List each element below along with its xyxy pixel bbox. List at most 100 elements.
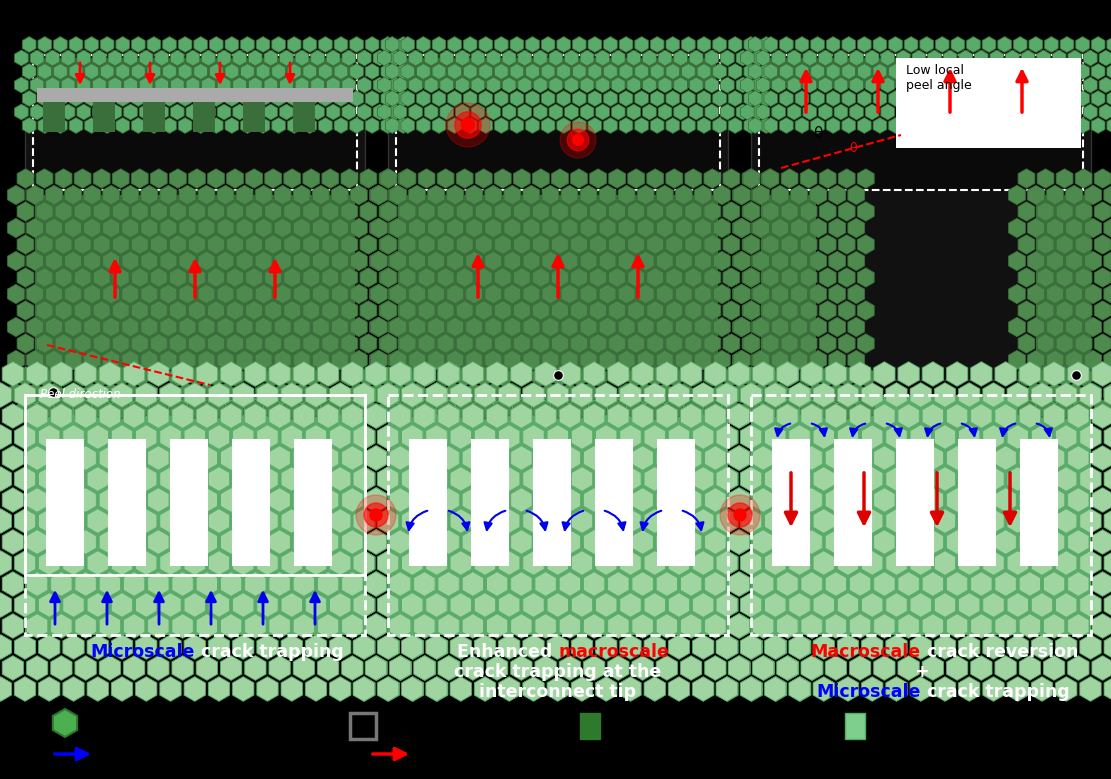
Polygon shape xyxy=(713,284,730,304)
Polygon shape xyxy=(379,367,396,386)
Polygon shape xyxy=(761,202,778,221)
Polygon shape xyxy=(227,202,243,221)
Polygon shape xyxy=(1065,317,1082,337)
Polygon shape xyxy=(549,77,563,93)
Polygon shape xyxy=(288,37,301,52)
Polygon shape xyxy=(148,446,169,471)
Polygon shape xyxy=(457,169,473,189)
Polygon shape xyxy=(571,301,588,320)
Polygon shape xyxy=(264,400,281,419)
Polygon shape xyxy=(694,351,711,370)
Polygon shape xyxy=(402,677,423,701)
Polygon shape xyxy=(424,104,438,120)
Polygon shape xyxy=(760,37,773,52)
Polygon shape xyxy=(634,90,649,107)
Polygon shape xyxy=(704,404,725,428)
Polygon shape xyxy=(318,656,339,680)
Polygon shape xyxy=(401,118,414,133)
Polygon shape xyxy=(319,64,332,79)
Polygon shape xyxy=(466,252,482,270)
Polygon shape xyxy=(858,169,874,189)
Polygon shape xyxy=(246,234,262,254)
Polygon shape xyxy=(160,383,177,403)
Polygon shape xyxy=(281,551,302,576)
Polygon shape xyxy=(256,218,272,238)
Polygon shape xyxy=(450,677,471,701)
Polygon shape xyxy=(246,400,262,419)
Polygon shape xyxy=(951,64,964,79)
Polygon shape xyxy=(647,202,663,221)
Polygon shape xyxy=(64,284,81,304)
Polygon shape xyxy=(303,234,320,254)
Polygon shape xyxy=(409,104,422,120)
Polygon shape xyxy=(1031,593,1052,617)
Polygon shape xyxy=(752,284,770,304)
Polygon shape xyxy=(389,50,402,66)
Polygon shape xyxy=(466,383,482,403)
Polygon shape xyxy=(386,118,399,133)
Polygon shape xyxy=(802,446,823,471)
Polygon shape xyxy=(30,104,43,120)
Polygon shape xyxy=(1044,90,1059,107)
Polygon shape xyxy=(184,551,206,576)
Polygon shape xyxy=(342,404,363,428)
Polygon shape xyxy=(393,77,407,93)
Polygon shape xyxy=(790,425,811,449)
Polygon shape xyxy=(148,656,169,680)
Polygon shape xyxy=(389,218,406,238)
Polygon shape xyxy=(618,185,635,205)
Polygon shape xyxy=(1019,446,1041,471)
Polygon shape xyxy=(665,268,682,287)
Polygon shape xyxy=(398,268,414,287)
Polygon shape xyxy=(494,234,511,254)
Polygon shape xyxy=(571,509,592,534)
Polygon shape xyxy=(378,593,399,617)
Bar xyxy=(895,58,1081,148)
Polygon shape xyxy=(692,635,714,659)
Polygon shape xyxy=(418,334,436,353)
Polygon shape xyxy=(749,118,762,133)
Polygon shape xyxy=(1005,104,1019,120)
Bar xyxy=(398,195,718,370)
Polygon shape xyxy=(644,509,665,534)
Polygon shape xyxy=(959,635,980,659)
Polygon shape xyxy=(311,77,324,93)
Polygon shape xyxy=(53,64,68,79)
Polygon shape xyxy=(910,635,931,659)
Polygon shape xyxy=(499,382,520,407)
Polygon shape xyxy=(269,446,290,471)
Polygon shape xyxy=(657,530,678,555)
Polygon shape xyxy=(541,118,556,133)
Polygon shape xyxy=(87,382,109,407)
Polygon shape xyxy=(427,509,448,534)
Circle shape xyxy=(370,509,382,521)
Polygon shape xyxy=(789,425,810,449)
Polygon shape xyxy=(417,90,430,107)
Polygon shape xyxy=(438,334,454,353)
Polygon shape xyxy=(800,334,817,353)
Polygon shape xyxy=(741,104,754,120)
Polygon shape xyxy=(1084,252,1101,270)
Polygon shape xyxy=(353,425,374,449)
Polygon shape xyxy=(819,234,837,254)
Polygon shape xyxy=(476,400,492,419)
Polygon shape xyxy=(761,301,778,320)
Polygon shape xyxy=(580,185,597,205)
Polygon shape xyxy=(608,530,629,555)
Polygon shape xyxy=(547,677,569,701)
Bar xyxy=(388,395,728,635)
Polygon shape xyxy=(83,351,100,370)
Polygon shape xyxy=(742,169,759,189)
Polygon shape xyxy=(197,404,218,428)
Polygon shape xyxy=(139,50,153,66)
Bar xyxy=(243,102,266,132)
Polygon shape xyxy=(608,446,629,471)
Polygon shape xyxy=(1009,185,1025,205)
Polygon shape xyxy=(131,268,148,287)
Polygon shape xyxy=(99,361,120,386)
Polygon shape xyxy=(959,104,972,120)
Polygon shape xyxy=(1018,367,1034,386)
Polygon shape xyxy=(650,37,664,52)
Polygon shape xyxy=(717,593,738,617)
Polygon shape xyxy=(692,509,714,534)
